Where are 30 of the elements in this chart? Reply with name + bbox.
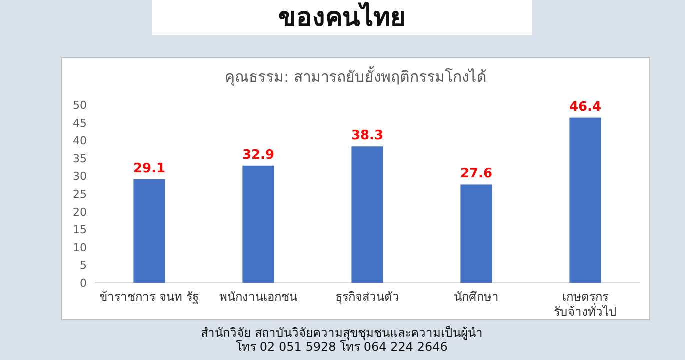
bar: [352, 146, 384, 283]
y-tick-label: 5: [80, 259, 87, 272]
data-label: 38.3: [351, 128, 384, 144]
y-tick-label: 25: [73, 188, 87, 201]
y-tick-label: 40: [73, 134, 87, 148]
x-tick-label: เกษตรกร รับจ้างทั่วไป: [554, 290, 617, 319]
data-label: 27.6: [460, 166, 493, 182]
x-tick-label: นักศึกษา: [454, 290, 499, 304]
data-label: 32.9: [242, 148, 275, 163]
bar: [242, 166, 274, 283]
bar: [570, 118, 602, 283]
x-tick-label: พนักงานเอกชน: [220, 290, 298, 304]
chart-subtitle: คุณธรรม: สามารถยับยั้งพฤติกรรมโกงได้: [225, 66, 487, 87]
text: โทร 02 051 5928 โทร 064 224 2646: [236, 340, 448, 354]
bar: [460, 184, 492, 283]
y-tick-label: 50: [73, 99, 87, 112]
bar: [134, 179, 166, 283]
data-label: 46.4: [569, 100, 602, 115]
y-tick-label: 30: [73, 170, 87, 184]
y-tick-label: 10: [73, 241, 87, 254]
y-tick-label: 45: [73, 116, 87, 130]
y-tick-label: 20: [73, 206, 87, 219]
x-tick-label: ธุรกิจส่วนตัว: [336, 290, 400, 305]
x-tick-label: ข้าราชการ จนท รัฐ: [100, 290, 200, 304]
text: สำนักวิจัย สถาบันวิจัยความสุขชุมชนและความเป็นผู้นำ: [201, 325, 483, 341]
y-tick-label: 0: [80, 277, 87, 290]
data-label: 29.1: [133, 161, 166, 176]
chart-title: ของคนไทย: [278, 1, 406, 33]
y-tick-label: 35: [73, 152, 87, 166]
y-tick-label: 15: [73, 224, 87, 237]
